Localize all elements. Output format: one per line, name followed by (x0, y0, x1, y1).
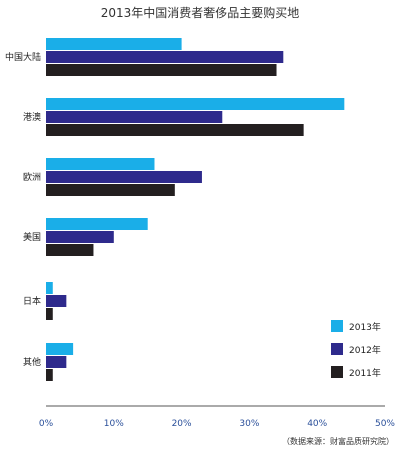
bar-1-1 (46, 38, 182, 50)
bar-5-3 (46, 308, 53, 320)
bar-6-2 (46, 356, 67, 368)
x-tick-labels: 0% 10% 20% 30% 40% 50% (39, 419, 396, 429)
bar-6-1 (46, 343, 74, 355)
bar-5-2 (46, 295, 67, 307)
legend-label: 2013年 (349, 321, 381, 333)
bar-6-3 (46, 369, 53, 381)
source-note: （数据来源：财富品质研究院） (282, 436, 394, 446)
x-tick-label: 40% (307, 419, 327, 429)
bar-1-2 (46, 51, 284, 63)
category-label: 美国 (23, 231, 41, 243)
bar-3-2 (46, 171, 202, 183)
legend-label: 2011年 (349, 367, 381, 379)
bar-2-1 (46, 98, 345, 110)
legend: 2013年 2012年 2011年 (331, 320, 381, 379)
x-tick-label: 50% (375, 419, 395, 429)
bar-4-1 (46, 218, 148, 230)
legend-swatch (331, 320, 343, 332)
legend-swatch (331, 343, 343, 355)
x-tick-label: 0% (39, 419, 54, 429)
bar-2-3 (46, 124, 304, 136)
category-label: 港澳 (23, 111, 41, 123)
category-label: 欧洲 (23, 171, 41, 183)
legend-label: 2012年 (349, 344, 381, 356)
bar-4-3 (46, 244, 94, 256)
legend-swatch (331, 366, 343, 378)
bar-3-3 (46, 184, 175, 196)
chart-title: 2013年中国消费者奢侈品主要购买地 (101, 5, 300, 20)
bar-5-1 (46, 282, 53, 294)
bar-4-2 (46, 231, 114, 243)
bar-2-2 (46, 111, 223, 123)
x-tick-label: 30% (239, 419, 259, 429)
category-label: 其他 (23, 356, 41, 368)
x-tick-label: 20% (172, 419, 192, 429)
bar-3-1 (46, 158, 155, 170)
bars-group (46, 38, 345, 381)
category-label: 日本 (23, 295, 41, 307)
x-tick-label: 10% (104, 419, 124, 429)
category-label: 中国大陆 (5, 51, 41, 63)
bar-1-3 (46, 64, 277, 76)
